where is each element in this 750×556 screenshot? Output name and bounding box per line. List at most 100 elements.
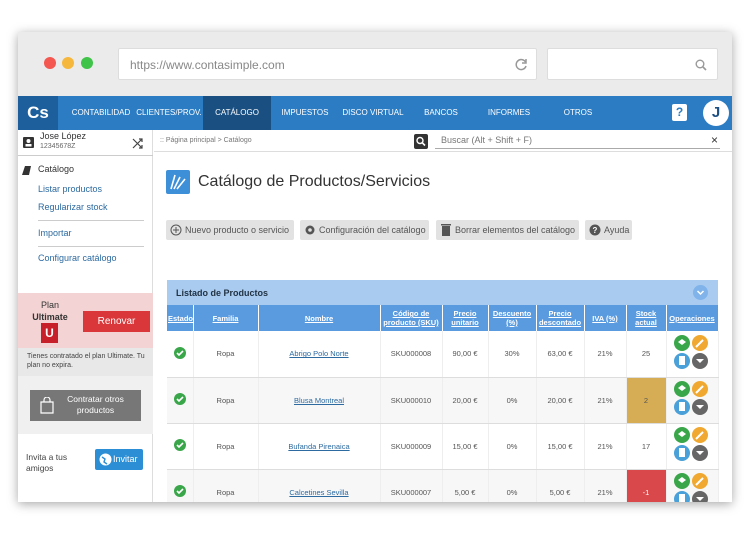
invite-button[interactable]: Invitar (95, 449, 143, 470)
status-cell (167, 377, 194, 424)
nav-item[interactable]: OTROS (563, 108, 593, 117)
table-row: Ropa Calcetines Sevilla SKU000007 5,00 €0% 5… (167, 469, 719, 502)
search-placeholder: Buscar (Alt + Shift + F) (441, 135, 533, 145)
nav-item[interactable]: CLIENTES/PROV. (136, 108, 202, 117)
table-cell: 63,00 € (536, 331, 585, 378)
search-icon (695, 59, 707, 71)
table-cell[interactable]: Blusa Montreal (258, 377, 381, 424)
page-title: Catálogo de Productos/Servicios (198, 173, 431, 190)
delete-button[interactable]: Borrar elementos del catálogo (436, 220, 579, 240)
plan-label: Plan (40, 300, 59, 310)
table-cell: SKU000007 (380, 469, 443, 502)
table-cell: 17 (626, 423, 667, 470)
table-cell: 20,00 € (442, 377, 489, 424)
status-icon (173, 439, 186, 451)
operation-icons[interactable] (672, 471, 712, 502)
column-header[interactable]: Estado (167, 305, 194, 331)
user-name: Jose López (40, 131, 87, 141)
logo[interactable]: Cs (18, 96, 58, 130)
operation-icons[interactable] (672, 333, 712, 373)
operation-icons[interactable] (672, 379, 712, 419)
table-cell: 90,00 € (442, 331, 489, 378)
table-cell: Ropa (193, 469, 259, 502)
table-cell: SKU000008 (380, 331, 443, 378)
column-header[interactable]: IVA (%) (584, 305, 627, 331)
column-header[interactable]: Código de producto (SKU) (380, 305, 443, 331)
divider (18, 155, 153, 156)
operations-cell (666, 423, 719, 470)
svg-text:?: ? (593, 226, 598, 235)
search-input[interactable]: Buscar (Alt + Shift + F) × (435, 133, 720, 149)
sidebar-link[interactable]: Regularizar stock (38, 202, 108, 212)
user-id: 12345678Z (40, 143, 76, 150)
divider (38, 220, 144, 221)
minimize-dot[interactable] (62, 57, 74, 69)
nav-item[interactable]: BANCOS (424, 108, 458, 117)
table-cell: 21% (584, 377, 627, 424)
table-cell: Ropa (193, 377, 259, 424)
column-header[interactable]: Familia (193, 305, 259, 331)
panel-header: Listado de Productos (167, 280, 718, 305)
table-cell: 30% (488, 331, 537, 378)
table-cell: 21% (584, 423, 627, 470)
close-dot[interactable] (44, 57, 56, 69)
switch-icon[interactable] (132, 138, 143, 149)
breadcrumb-bar: :: Página principal > Catálogo Buscar (A… (154, 130, 732, 152)
table-cell: 25 (626, 331, 667, 378)
table-cell: 21% (584, 469, 627, 502)
table-cell[interactable]: Calcetines Sevilla (258, 469, 381, 502)
button-label: Ayuda (604, 225, 630, 235)
maximize-dot[interactable] (81, 57, 93, 69)
sidebar-link[interactable]: Listar productos (38, 184, 103, 194)
table-cell: 20,00 € (536, 377, 585, 424)
new-product-button[interactable]: Nuevo producto o servicio (166, 220, 294, 240)
column-header[interactable]: Operaciones (666, 305, 719, 331)
button-label: Configuración del catálogo (319, 225, 426, 235)
nav-item[interactable]: CATÁLOGO (203, 96, 271, 130)
bag-icon (40, 397, 54, 414)
column-header[interactable]: Descuento (%) (488, 305, 537, 331)
url: https://www.contasimple.com (130, 58, 285, 72)
contract-button[interactable]: Contratar otros productos (30, 390, 141, 421)
nav-item[interactable]: DISCO VIRTUAL (342, 108, 404, 117)
contract-area: Contratar otros productos (18, 376, 153, 434)
table-cell[interactable]: Bufanda Pirenaica (258, 423, 381, 470)
nav-item[interactable]: CONTABILIDAD (71, 108, 131, 117)
reload-icon[interactable] (515, 58, 528, 71)
table-cell[interactable]: Abrigo Polo Norte (258, 331, 381, 378)
search-button[interactable] (414, 134, 428, 149)
status-cell (167, 469, 194, 502)
renew-button[interactable]: Renovar (83, 311, 150, 332)
help-button[interactable]: ? (672, 104, 687, 121)
sidebar-link[interactable]: Importar (38, 228, 72, 238)
column-header[interactable]: Precio unitario (442, 305, 489, 331)
plan-note: Tienes contratado el plan Ultimate. Tu p… (18, 348, 153, 376)
table-cell: 5,00 € (442, 469, 489, 502)
catalog-icon (22, 166, 31, 175)
table-cell: 15,00 € (442, 423, 489, 470)
table-cell: Ropa (193, 331, 259, 378)
browser-search[interactable] (547, 48, 718, 80)
nav-item[interactable]: IMPUESTOS (281, 108, 329, 117)
column-header[interactable]: Precio descontado (536, 305, 585, 331)
title-icon (166, 170, 190, 194)
help-toolbar-button[interactable]: Ayuda? (585, 220, 632, 240)
globe-icon (99, 453, 112, 466)
breadcrumb[interactable]: :: Página principal > Catálogo (160, 137, 252, 144)
clear-search[interactable]: × (710, 133, 718, 147)
column-header[interactable]: Stock actual (626, 305, 667, 331)
status-cell (167, 423, 194, 470)
invite-label: Invitar (113, 454, 138, 464)
avatar[interactable]: J (703, 100, 729, 126)
sidebar-link[interactable]: Configurar catálogo (38, 253, 117, 263)
products-table: Estado Familia Nombre Código de producto (S… (167, 305, 719, 502)
column-header[interactable]: Nombre (258, 305, 381, 331)
collapse-toggle[interactable] (693, 285, 708, 300)
nav-item[interactable]: INFORMES (487, 108, 531, 117)
config-button[interactable]: Configuración del catálogo (300, 220, 429, 240)
nav-bar: Cs ? J CONTABILIDAD CLIENTES/PROV. CATÁLOG… (18, 96, 732, 130)
panel-title: Listado de Productos (176, 288, 269, 298)
address-bar[interactable]: https://www.contasimple.com (118, 48, 537, 80)
table-row: Ropa Abrigo Polo Norte SKU000008 90,00 €30%… (167, 331, 719, 378)
operation-icons[interactable] (672, 425, 712, 465)
